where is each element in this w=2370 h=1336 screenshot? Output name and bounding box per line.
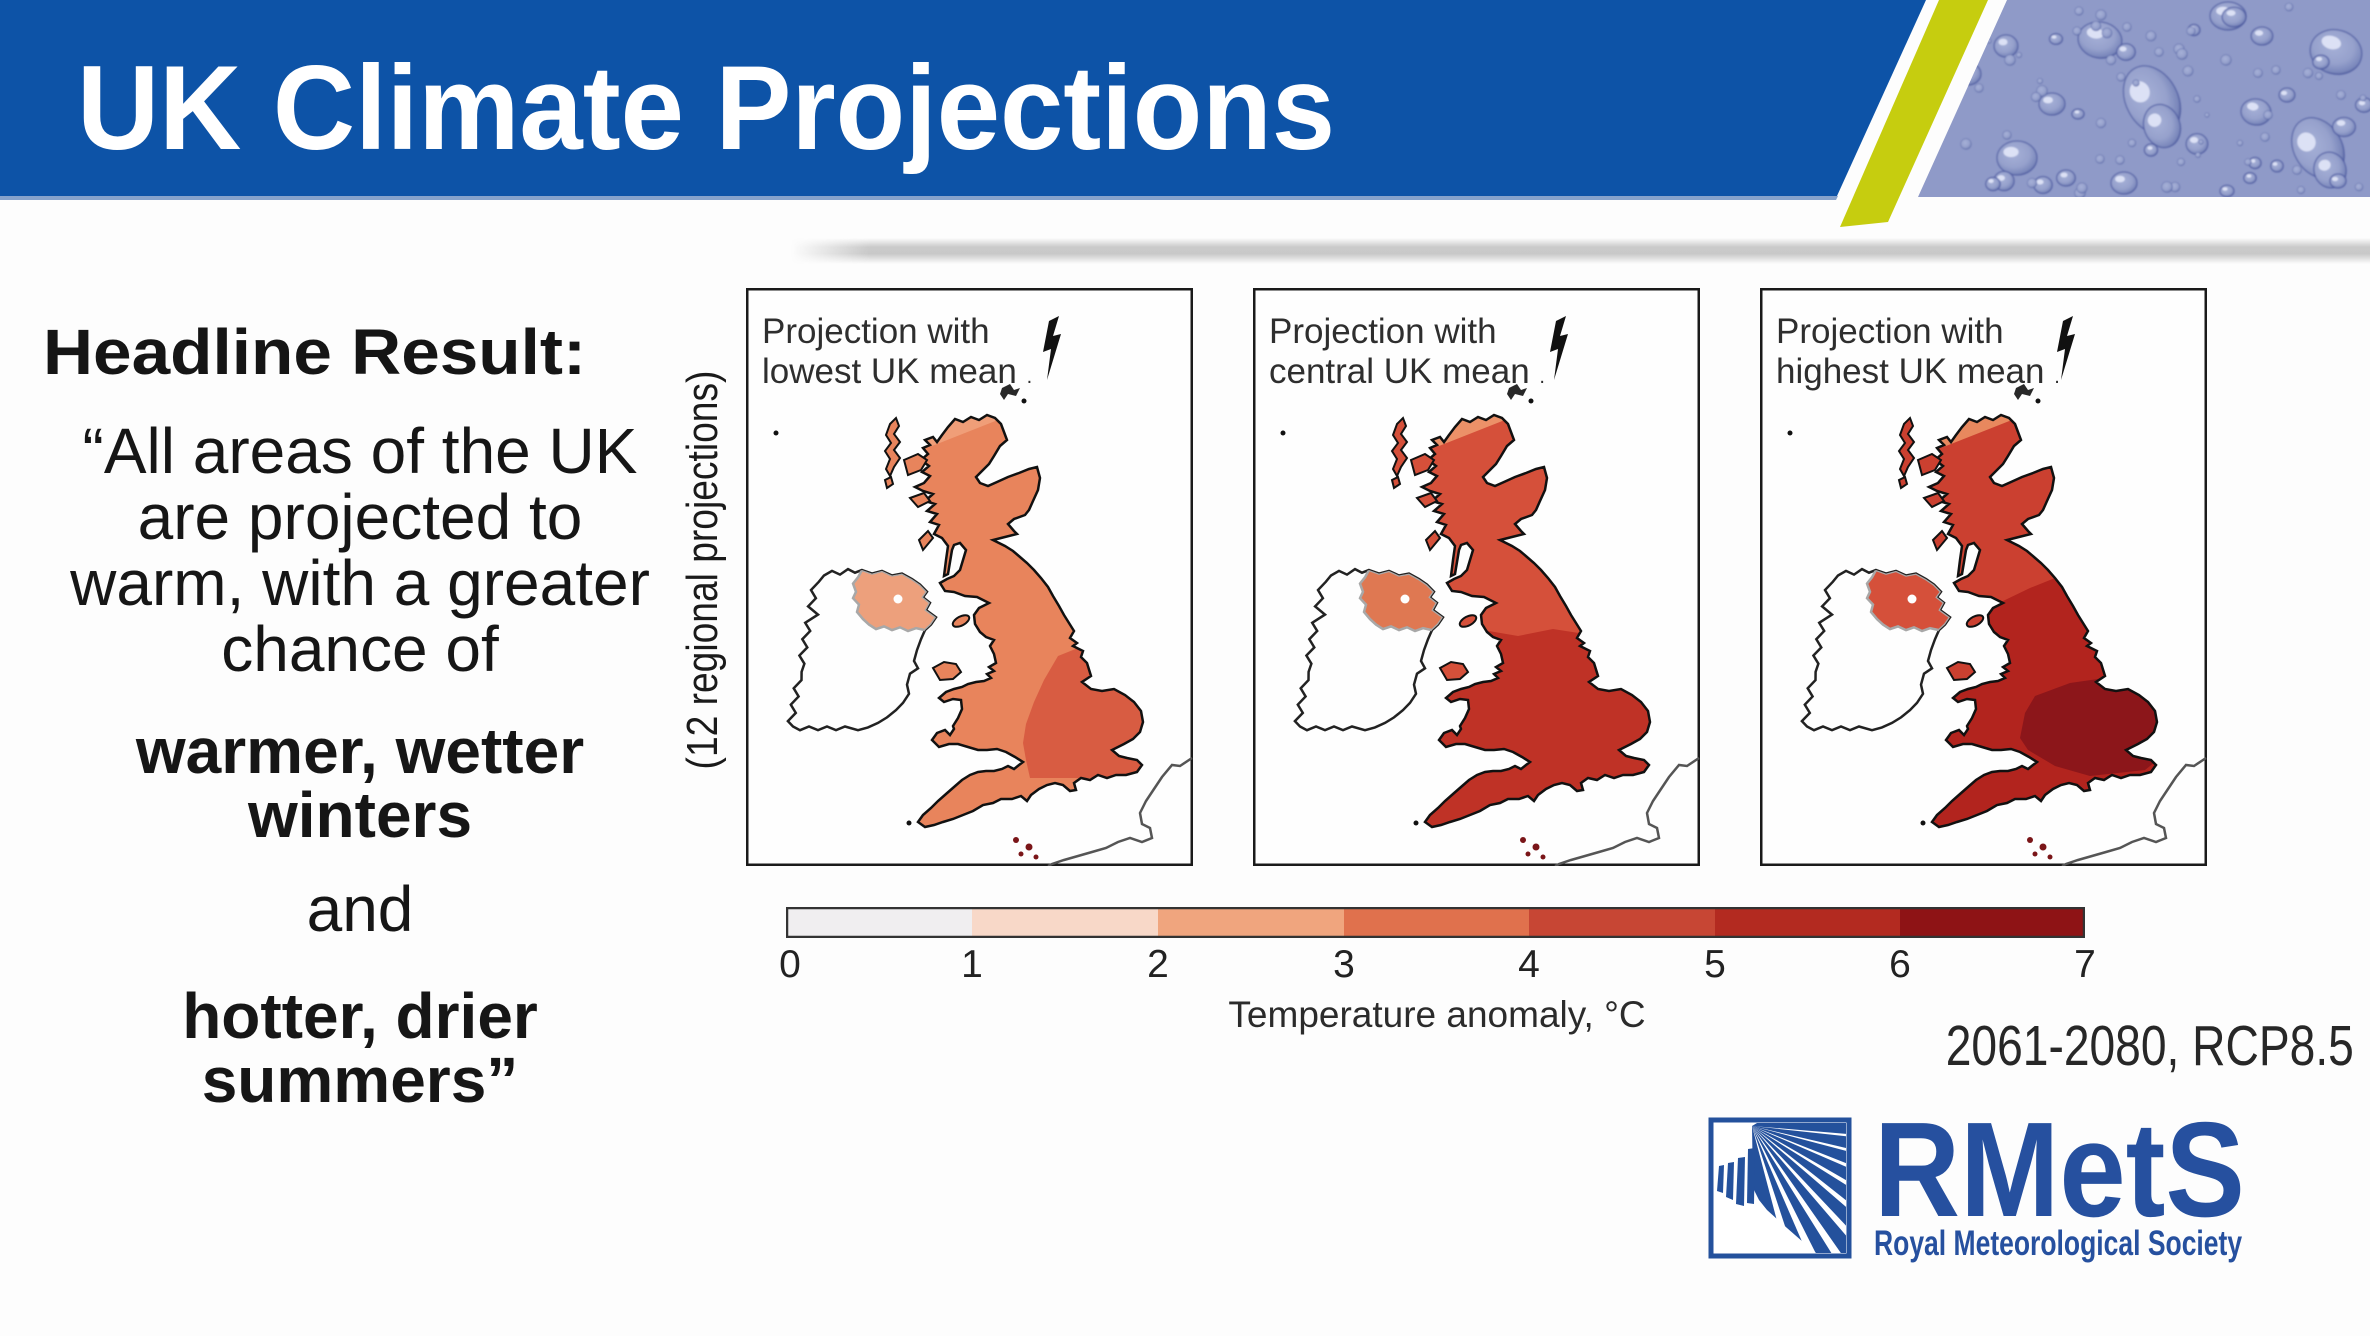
svg-text:central UK mean .: central UK mean . — [1269, 352, 1545, 391]
svg-text:highest UK mean .: highest UK mean . — [1776, 352, 2060, 391]
svg-text:Projection with: Projection with — [1269, 312, 1497, 351]
svg-text:Projection with: Projection with — [762, 312, 990, 351]
svg-text:lowest UK mean .: lowest UK mean . — [762, 352, 1032, 391]
svg-text:Projection with: Projection with — [1776, 312, 2004, 351]
